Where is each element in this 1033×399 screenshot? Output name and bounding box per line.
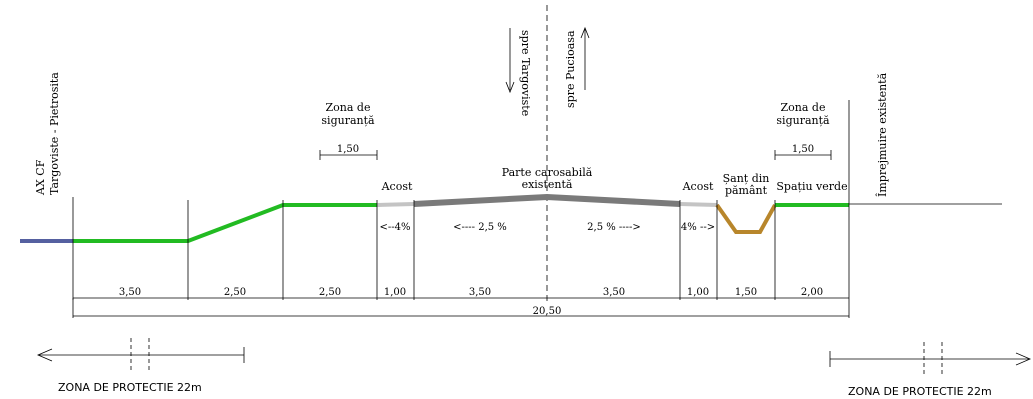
acost-right-label: Acost — [682, 180, 714, 193]
sant-line1: Șanț din — [723, 172, 770, 185]
zona-siguranta-right-line2: siguranță — [776, 114, 830, 127]
dimension-label-7: 1,50 — [735, 287, 757, 298]
slope-acost-right: 4% --> — [681, 222, 715, 233]
ax-cf-label: AX CF — [34, 159, 47, 196]
dimension-label-4: 3,50 — [469, 287, 491, 298]
green-left-terrain — [73, 203, 377, 243]
imprejmuire-label: Împrejmuire existentă — [875, 72, 889, 197]
dimension-label-3: 1,00 — [384, 287, 406, 298]
zona-siguranta-left-width: 1,50 — [337, 144, 359, 155]
dimension-label-5: 3,50 — [603, 287, 625, 298]
dimension-label-2: 2,50 — [319, 287, 341, 298]
slope-road-right: 2,5 % ----> — [587, 222, 641, 233]
parte-carosabila-line2: existentă — [522, 178, 573, 191]
slope-road-left: <---- 2,5 % — [453, 222, 507, 233]
dimension-label-8: 2,00 — [801, 287, 823, 298]
spre-targoviste-label: spre Targoviste — [519, 30, 532, 116]
right-shoulder — [679, 202, 718, 207]
spre-targoviste-arrowhead — [505, 81, 515, 94]
left-shoulder — [376, 202, 415, 207]
earth-ditch — [715, 203, 777, 234]
total-dimension-label: 20,50 — [533, 306, 562, 317]
sant-line2: pământ — [725, 184, 768, 197]
dimension-label-1: 2,50 — [224, 287, 246, 298]
spre-pucioasa-label: spre Pucioasa — [564, 30, 577, 108]
zona-protectie-left-arrowhead — [36, 348, 53, 362]
zona-protectie-right-arrowhead — [1015, 352, 1032, 366]
parte-carosabila-line1: Parte carosabilă — [502, 166, 593, 179]
dimension-label-0: 3,50 — [119, 287, 141, 298]
acost-left-label: Acost — [381, 180, 413, 193]
zona-siguranta-right-width: 1,50 — [792, 144, 814, 155]
dimension-label-6: 1,00 — [687, 287, 709, 298]
slope-acost-left: <--4% — [379, 222, 410, 233]
zona-protectie-right-label: ZONA DE PROTECTIE 22m — [848, 385, 992, 398]
zona-protectie-left-label: ZONA DE PROTECTIE 22m — [58, 381, 202, 394]
zona-siguranta-left-line1: Zona de — [326, 101, 371, 114]
ax-cf-route-label: Targoviste - Pietrosita — [48, 72, 61, 195]
zona-siguranta-right-line1: Zona de — [781, 101, 826, 114]
spre-pucioasa-arrowhead — [580, 26, 590, 39]
road-surface — [413, 193, 681, 207]
spatiu-verde-label: Spațiu verde — [776, 180, 847, 193]
zona-siguranta-left-line2: siguranță — [321, 114, 375, 127]
